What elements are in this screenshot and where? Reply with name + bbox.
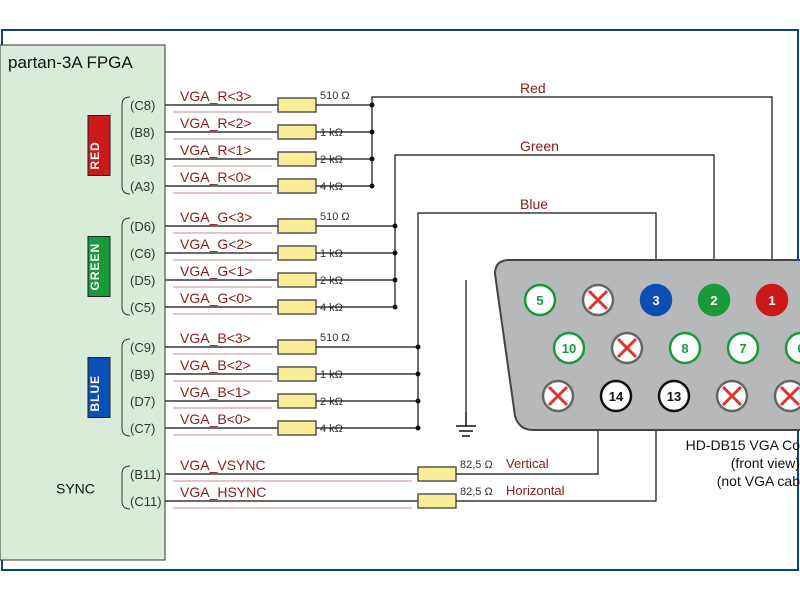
- pin-number: 10: [562, 341, 576, 356]
- signal-label: VGA_R<0>: [180, 169, 252, 185]
- resistor-value: 2 kΩ: [320, 396, 343, 408]
- signal-label: VGA_R<1>: [180, 142, 252, 158]
- pin-number: 13: [667, 389, 681, 404]
- resistor-value: 1 kΩ: [320, 248, 343, 260]
- group-label: BLUE: [88, 375, 102, 412]
- color-net-label: Green: [520, 138, 559, 154]
- resistor: [278, 273, 316, 287]
- resistor-value: 2 kΩ: [320, 275, 343, 287]
- color-net-label: Red: [520, 80, 546, 96]
- resistor-value: 2 kΩ: [320, 154, 343, 166]
- pin-ref: (D5): [130, 273, 155, 288]
- resistor-value: 4 kΩ: [320, 423, 343, 435]
- resistor-value: 510 Ω: [320, 332, 350, 344]
- signal-label: VGA_HSYNC: [180, 484, 266, 500]
- color-wire: [372, 97, 772, 285]
- resistor: [278, 300, 316, 314]
- resistor-value: 1 kΩ: [320, 127, 343, 139]
- resistor: [278, 98, 316, 112]
- sync-dir: Horizontal: [506, 483, 565, 498]
- signal-label: VGA_B<3>: [180, 330, 251, 346]
- group-label: RED: [88, 141, 102, 169]
- pin-ref: (C11): [130, 494, 162, 509]
- signal-label: VGA_G<0>: [180, 290, 252, 306]
- resistor: [278, 219, 316, 233]
- group-label: GREEN: [88, 243, 102, 291]
- signal-label: VGA_B<1>: [180, 384, 251, 400]
- pin-ref: (D6): [130, 219, 155, 234]
- pin-ref: (B11): [130, 467, 161, 482]
- pin-number: 7: [739, 341, 746, 356]
- resistor: [278, 246, 316, 260]
- pin-number: 14: [609, 389, 624, 404]
- signal-label: VGA_B<0>: [180, 411, 251, 427]
- pin-number: 1: [768, 293, 775, 308]
- pin-ref: (C6): [130, 246, 155, 261]
- pin-number: 2: [710, 293, 717, 308]
- resistor: [278, 394, 316, 408]
- pin-ref: (C8): [130, 98, 155, 113]
- signal-label: VGA_G<2>: [180, 236, 252, 252]
- signal-label: VGA_VSYNC: [180, 457, 266, 473]
- pin-number: 5: [536, 293, 543, 308]
- fpga-title: partan-3A FPGA: [8, 53, 133, 72]
- pin-ref: (C7): [130, 421, 155, 436]
- resistor-value: 1 kΩ: [320, 369, 343, 381]
- resistor: [418, 494, 456, 508]
- pin-ref: (B9): [130, 367, 155, 382]
- resistor-value: 82,5 Ω: [460, 459, 493, 471]
- pin-number: 3: [652, 293, 659, 308]
- pin-ref: (C9): [130, 340, 155, 355]
- connector-caption: HD-DB15 VGA Co: [686, 437, 800, 453]
- pin-ref: (D7): [130, 394, 155, 409]
- sync-dir: Vertical: [506, 456, 549, 471]
- resistor: [278, 340, 316, 354]
- resistor-value: 4 kΩ: [320, 302, 343, 314]
- resistor: [278, 421, 316, 435]
- resistor-value: 4 kΩ: [320, 181, 343, 193]
- connector-caption: (not VGA cab: [717, 473, 800, 489]
- resistor-value: 510 Ω: [320, 211, 350, 223]
- pin-ref: (A3): [130, 179, 155, 194]
- color-net-label: Blue: [520, 196, 548, 212]
- sync-label: SYNC: [56, 481, 95, 497]
- pin-ref: (B3): [130, 152, 155, 167]
- signal-label: VGA_R<3>: [180, 88, 252, 104]
- resistor-value: 510 Ω: [320, 90, 350, 102]
- signal-label: VGA_B<2>: [180, 357, 251, 373]
- pin-ref: (B8): [130, 125, 155, 140]
- resistor: [418, 467, 456, 481]
- resistor: [278, 179, 316, 193]
- resistor: [278, 152, 316, 166]
- resistor-value: 82,5 Ω: [460, 486, 493, 498]
- db15-pin: [775, 381, 800, 411]
- resistor: [278, 125, 316, 139]
- signal-label: VGA_R<2>: [180, 115, 252, 131]
- resistor: [278, 367, 316, 381]
- signal-label: VGA_G<1>: [180, 263, 252, 279]
- pin-number: 8: [681, 341, 688, 356]
- connector-caption: (front view): [731, 455, 800, 471]
- signal-label: VGA_G<3>: [180, 209, 252, 225]
- pin-ref: (C5): [130, 300, 155, 315]
